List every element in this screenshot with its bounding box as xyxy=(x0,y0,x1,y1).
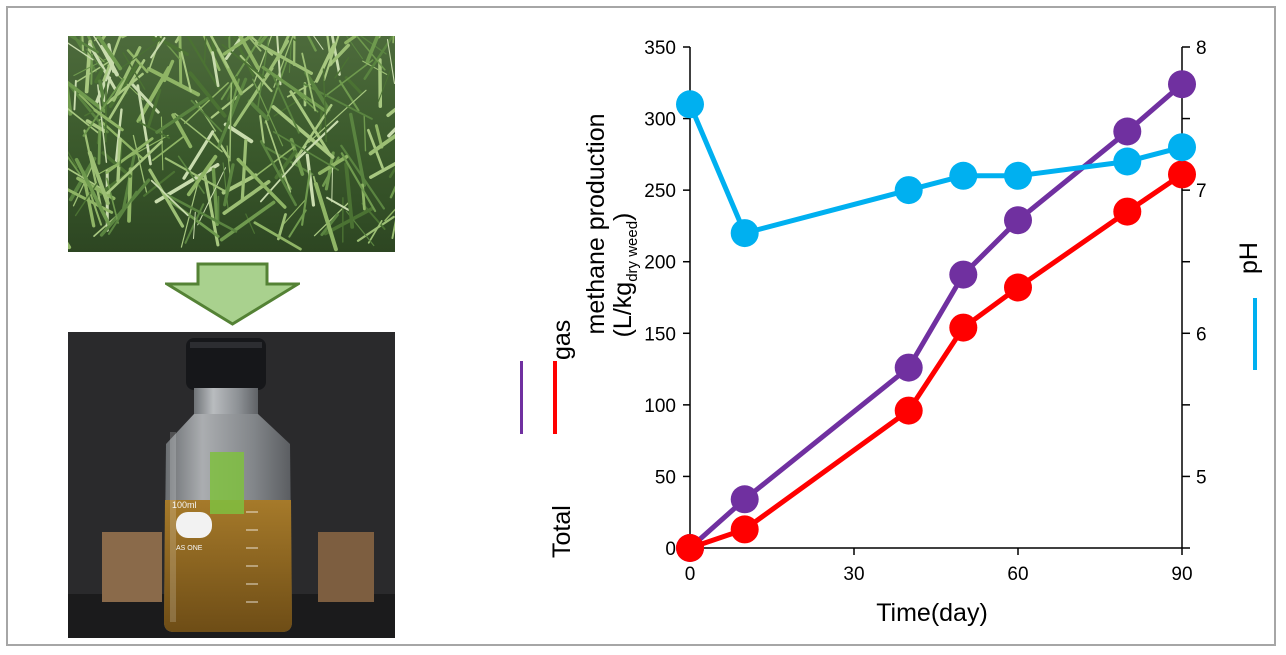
data-point-methane xyxy=(1004,273,1032,302)
data-point-methane xyxy=(1168,160,1196,189)
x-tick-label: 30 xyxy=(843,564,864,585)
bottle-volume-text: 100ml xyxy=(172,500,197,510)
data-point-ph xyxy=(949,161,978,190)
y-tick-label: 300 xyxy=(644,110,676,131)
y2-tick-label: 6 xyxy=(1196,324,1207,345)
data-point-ph xyxy=(1004,161,1032,190)
series-line-ph xyxy=(687,103,1183,236)
y-tick-label: 250 xyxy=(644,181,676,202)
data-point-total_gas xyxy=(1113,117,1142,146)
y-tick-label: 0 xyxy=(665,539,676,560)
y2-axis-label: pH xyxy=(1235,242,1263,274)
data-point-methane xyxy=(676,534,704,562)
y-tick-label: 150 xyxy=(644,324,676,345)
y-tick-label: 350 xyxy=(644,38,676,59)
data-point-ph xyxy=(676,90,704,119)
y-axis-label-methane: methane production xyxy=(582,114,610,335)
data-point-total_gas xyxy=(730,485,759,514)
data-point-total_gas xyxy=(894,353,923,382)
data-point-total_gas xyxy=(1004,206,1032,235)
series-line-total_gas xyxy=(688,82,1184,550)
x-tick-label: 0 xyxy=(685,564,696,585)
y2-tick-label: 8 xyxy=(1196,38,1207,59)
bottle-brand-text: AS ONE xyxy=(176,545,203,552)
y-tick-label: 200 xyxy=(644,253,676,274)
data-point-ph xyxy=(1113,147,1142,176)
data-point-methane xyxy=(949,313,978,342)
data-point-ph xyxy=(1168,133,1196,162)
data-point-total_gas xyxy=(949,260,978,289)
y-axis-label-total: Total xyxy=(548,505,576,558)
bottle-photo: 100ml AS ONE xyxy=(68,332,395,638)
y-axis-label-unit: (L/kgdry weed) xyxy=(609,213,641,338)
data-point-methane xyxy=(730,515,759,544)
y-axis-label-gas: gas xyxy=(548,320,576,360)
data-point-ph xyxy=(730,219,759,248)
y-tick-label: 50 xyxy=(655,467,676,488)
y-tick-label: 100 xyxy=(644,396,676,417)
y2-tick-label: 5 xyxy=(1196,467,1207,488)
x-tick-label: 90 xyxy=(1171,564,1192,585)
data-point-methane xyxy=(894,396,923,425)
y-axis-label: Total gas methane production (L/kgdry we… xyxy=(519,114,641,558)
x-tick-label: 60 xyxy=(1007,564,1028,585)
chart-area: Total gas methane production (L/kgdry we… xyxy=(519,20,1280,645)
down-arrow-icon xyxy=(161,262,304,326)
y2-tick-label: 7 xyxy=(1196,181,1207,202)
data-point-ph xyxy=(894,176,923,205)
grass-photo xyxy=(68,36,395,252)
data-point-total_gas xyxy=(1168,70,1196,99)
x-axis-label: Time(day) xyxy=(876,599,988,627)
data-point-methane xyxy=(1113,197,1142,226)
